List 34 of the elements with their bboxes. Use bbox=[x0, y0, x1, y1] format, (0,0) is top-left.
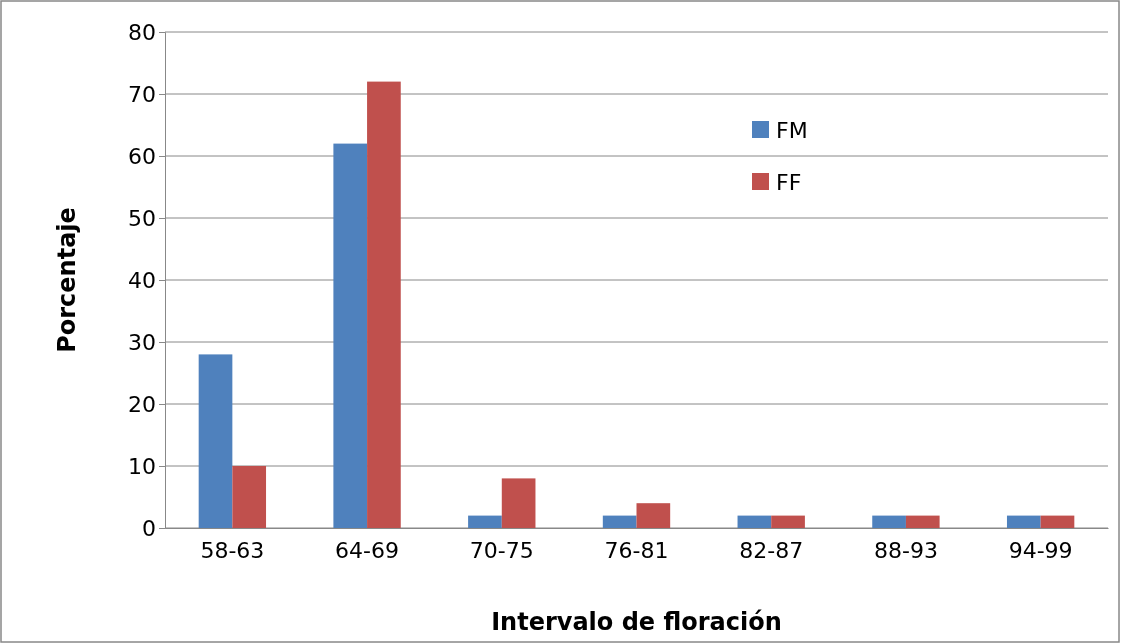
y-tick-label: 10 bbox=[128, 453, 156, 479]
y-tick-label: 30 bbox=[128, 329, 156, 355]
y-axis-title: Porcentaje bbox=[53, 207, 81, 353]
x-tick-label: 58-63 bbox=[200, 537, 265, 563]
bar bbox=[636, 503, 671, 528]
x-tick-label: 94-99 bbox=[1008, 537, 1073, 563]
bar bbox=[872, 515, 906, 528]
x-tick-label: 64-69 bbox=[335, 537, 400, 563]
y-tick-label: 80 bbox=[128, 19, 156, 45]
bar bbox=[771, 515, 805, 528]
y-tick-label: 50 bbox=[128, 205, 156, 231]
bar bbox=[905, 515, 940, 528]
y-tick-label: 40 bbox=[128, 267, 156, 293]
bar bbox=[602, 515, 637, 528]
y-tick-label: 20 bbox=[128, 391, 156, 417]
bar bbox=[501, 478, 536, 528]
bar bbox=[1040, 515, 1075, 528]
x-tick-label: 70-75 bbox=[469, 537, 534, 563]
y-tick-label: 0 bbox=[142, 515, 156, 541]
bar bbox=[232, 466, 267, 528]
y-tick-label: 60 bbox=[128, 143, 156, 169]
bar bbox=[1006, 515, 1041, 528]
x-axis-title: Intervalo de floración bbox=[491, 608, 782, 636]
legend-label: FM bbox=[776, 118, 808, 143]
x-tick-label: 88-93 bbox=[873, 537, 938, 563]
bar bbox=[367, 81, 401, 528]
bar bbox=[737, 515, 772, 528]
legend-label: FF bbox=[776, 170, 802, 195]
bar bbox=[468, 515, 502, 528]
bar bbox=[333, 143, 368, 528]
y-tick-label: 70 bbox=[128, 81, 156, 107]
bar bbox=[198, 354, 233, 528]
x-tick-label: 76-81 bbox=[604, 537, 669, 563]
x-tick-label: 82-87 bbox=[739, 537, 804, 563]
